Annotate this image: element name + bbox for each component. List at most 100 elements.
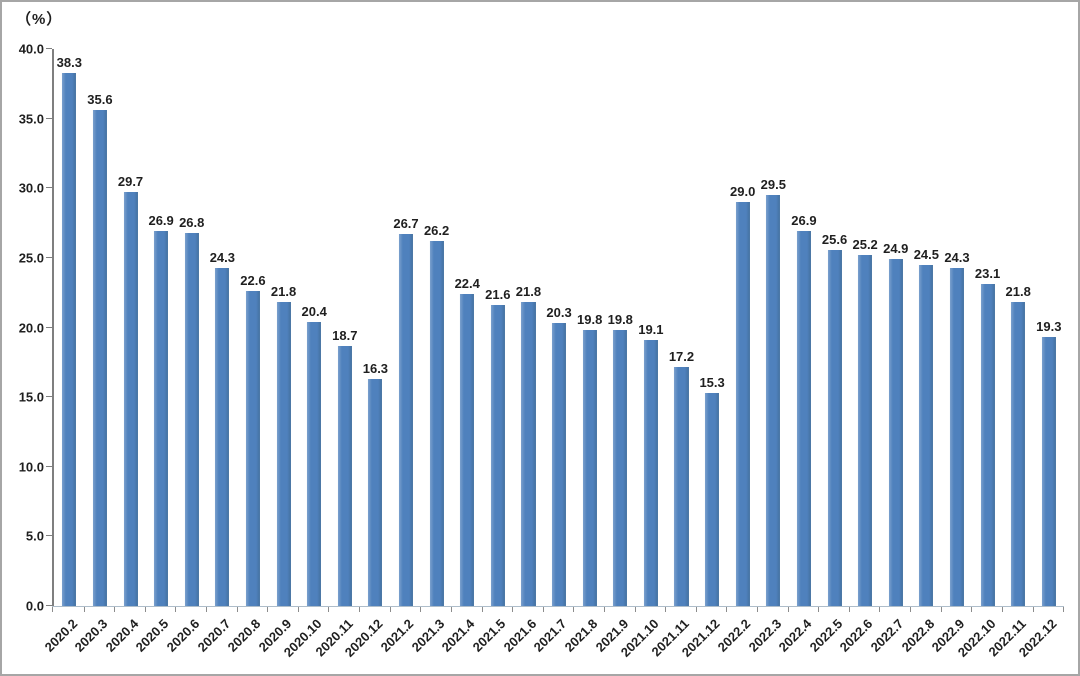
bar-value-label: 24.3 — [209, 249, 235, 265]
bar — [858, 255, 873, 606]
x-axis-label: 2020.4 — [102, 616, 142, 655]
bar-slot: 26.8 2020.6 — [164, 49, 208, 655]
x-axis-label: 2020.8 — [224, 616, 264, 655]
bar-value-label: 24.9 — [883, 241, 909, 257]
axis-tick — [83, 607, 85, 612]
bar-slot: 26.2 2021.3 — [409, 49, 452, 655]
bar-slot: 19.3 2022.12 — [1016, 49, 1065, 660]
axis-tick — [787, 607, 789, 612]
x-axis-line — [52, 606, 1064, 607]
bar — [705, 392, 720, 606]
bar-value-label: 19.8 — [607, 312, 633, 328]
bar-slot: 24.3 2022.9 — [929, 49, 973, 655]
x-axis-label: 2022.7 — [867, 616, 907, 655]
bar-value-label: 24.3 — [944, 249, 970, 265]
bar-value-label: 21.8 — [270, 284, 297, 300]
x-axis-label: 2020.5 — [133, 616, 172, 655]
bar — [949, 267, 965, 606]
bar — [368, 379, 383, 606]
x-axis-label: 2021.6 — [500, 616, 540, 655]
bar — [643, 340, 658, 606]
bar-value-label: 16.3 — [362, 361, 389, 377]
bar — [398, 234, 414, 606]
bar-value-label: 38.3 — [56, 54, 82, 70]
axis-tick — [46, 187, 52, 189]
bar-value-label: 26.9 — [791, 213, 817, 229]
bar-value-label: 29.5 — [760, 177, 786, 193]
bar-value-label: 18.7 — [332, 327, 358, 343]
axis-tick — [46, 396, 52, 398]
bar-slot: 24.5 2022.8 — [898, 49, 942, 655]
axis-tick — [236, 607, 238, 612]
bar-slot: 19.1 2021.10 — [618, 49, 667, 660]
bar-slot: 20.3 2021.7 — [531, 49, 575, 655]
axis-tick — [573, 607, 575, 612]
axis-tick — [114, 607, 116, 612]
bar — [582, 330, 597, 606]
bar-slot: 22.4 2021.4 — [439, 49, 483, 655]
bar — [245, 291, 260, 606]
bar — [674, 366, 689, 606]
axis-tick — [1063, 607, 1065, 612]
bar — [796, 231, 811, 606]
axis-tick — [848, 607, 850, 612]
bar-slot: 18.7 2020.11 — [312, 49, 361, 659]
y-tick-label: 40.0 — [18, 41, 44, 57]
bar-slot: 29.0 2022.2 — [715, 49, 759, 655]
axis-tick — [297, 607, 299, 612]
bar-value-label: 21.8 — [515, 284, 542, 300]
bar-slot: 20.4 2020.10 — [281, 49, 330, 660]
axis-tick — [665, 607, 667, 612]
axis-tick — [46, 326, 52, 328]
axis-tick — [328, 607, 330, 612]
y-tick-label: 5.0 — [25, 528, 44, 544]
bar — [552, 323, 567, 606]
bar-value-label: 21.6 — [485, 287, 511, 303]
x-axis-label: 2021.5 — [469, 616, 509, 655]
bar — [92, 110, 107, 606]
axis-tick — [603, 607, 605, 612]
axis-tick — [481, 607, 483, 612]
bar-value-label: 26.7 — [393, 216, 419, 232]
bar — [1041, 337, 1056, 606]
axis-tick — [910, 607, 912, 612]
bar-value-label: 24.5 — [913, 246, 940, 262]
y-tick-label: 20.0 — [18, 320, 44, 335]
bar-slot: 29.5 2022.3 — [745, 49, 789, 655]
bar-value-label: 17.2 — [668, 348, 695, 364]
x-axis-label: 2020.3 — [71, 616, 111, 655]
bar — [337, 345, 352, 606]
x-axis-label: 2022.8 — [898, 616, 937, 655]
bar-value-label: 22.4 — [454, 276, 480, 292]
bar — [184, 232, 199, 606]
y-tick-label: 35.0 — [18, 111, 44, 127]
bar-slot: 26.9 2022.4 — [776, 49, 820, 655]
bar-slot: 17.2 2021.11 — [649, 49, 697, 659]
axis-tick — [46, 48, 52, 49]
axis-tick — [512, 607, 514, 612]
axis-tick — [46, 256, 52, 258]
axis-tick — [695, 607, 697, 612]
bar-value-label: 19.3 — [1036, 319, 1062, 335]
bar — [215, 267, 230, 606]
axis-tick — [46, 465, 52, 467]
axis-tick — [46, 535, 52, 537]
axis-tick — [757, 607, 759, 612]
bar-slot: 35.6 2020.3 — [72, 49, 116, 655]
bar — [919, 264, 934, 606]
bar-slot: 25.6 2022.5 — [806, 49, 850, 655]
axis-tick — [389, 607, 391, 612]
bar-slot: 21.6 2021.5 — [470, 49, 514, 655]
bar — [62, 72, 77, 606]
axis-tick — [1032, 607, 1034, 612]
bar-slot: 24.3 2020.7 — [194, 49, 238, 655]
bar-slot: 23.1 2022.10 — [954, 49, 1003, 660]
y-tick-label: 30.0 — [18, 180, 44, 196]
bar — [429, 241, 444, 606]
bar-value-label: 22.6 — [240, 273, 266, 289]
bar-value-label: 19.8 — [577, 312, 603, 328]
bar — [735, 202, 750, 606]
axis-tick — [46, 117, 52, 119]
bar-slot: 21.8 2022.11 — [985, 49, 1034, 659]
